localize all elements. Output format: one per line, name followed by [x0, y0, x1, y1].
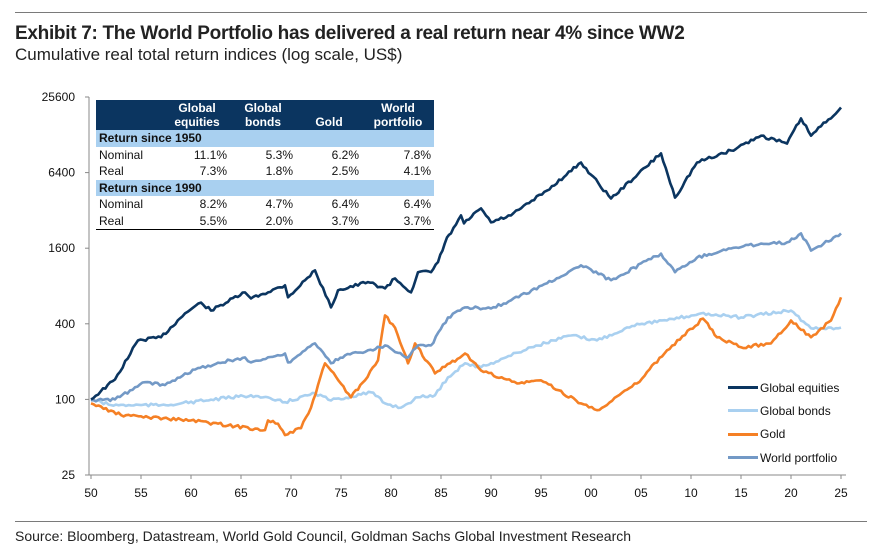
section-row: Return since 1990 [96, 179, 434, 196]
series-line-global-equities [90, 106, 842, 401]
table-row: Real 5.5% 2.0% 3.7% 3.7% [96, 212, 434, 230]
y-tick-label: 6400 [48, 166, 75, 180]
x-tick-label: 75 [334, 486, 348, 500]
legend-swatch [728, 409, 758, 413]
x-tick-label: 10 [684, 486, 698, 500]
cell: 4.1% [403, 164, 431, 178]
series-line-gold [90, 296, 843, 437]
x-tick-label: 25 [834, 486, 848, 500]
legend-item: Global equities [728, 376, 839, 399]
x-tick-label: 65 [234, 486, 248, 500]
legend-label: Global bonds [760, 403, 831, 418]
table-header [96, 100, 164, 130]
row-label: Real [96, 212, 164, 230]
cell: 7.8% [403, 147, 431, 162]
cell: 3.7% [296, 212, 362, 230]
cell: 2.5% [331, 164, 359, 178]
y-tick-label: 1600 [48, 241, 75, 255]
cell: 5.5% [164, 212, 230, 230]
x-tick-label: 60 [184, 486, 198, 500]
table-row: Real 7.3% 1.8% 2.5% 4.1% [96, 163, 434, 180]
section-label: Return since 1990 [96, 179, 434, 196]
bottom-rule [15, 521, 867, 522]
x-tick-label: 70 [284, 486, 298, 500]
chart-legend: Global equities Global bonds Gold World … [728, 376, 839, 469]
cell: 5.3% [265, 147, 293, 162]
series-line-world-portfolio [90, 232, 842, 403]
y-tick-label: 25600 [42, 90, 76, 104]
source-note: Source: Bloomberg, Datastream, World Gol… [15, 528, 632, 544]
x-tick-label: 85 [434, 486, 448, 500]
cell: 6.4% [403, 197, 431, 211]
chart-title: Exhibit 7: The World Portfolio has deliv… [15, 23, 685, 44]
x-tick-label: 50 [84, 486, 98, 500]
returns-table: Global equities Global bonds Gold World … [96, 100, 434, 230]
legend-item: Gold [728, 423, 839, 446]
x-tick-label: 55 [134, 486, 148, 500]
y-tick-label: 100 [55, 392, 75, 406]
cell: 7.3% [199, 164, 227, 178]
top-rule [15, 12, 867, 13]
legend-item: Global bonds [728, 399, 839, 422]
legend-item: World portfolio [728, 446, 839, 469]
cell: 8.2% [199, 197, 227, 211]
section-row: Return since 1950 [96, 130, 434, 147]
legend-label: World portfolio [760, 450, 838, 465]
x-tick-label: 15 [734, 486, 748, 500]
x-tick-label: 90 [484, 486, 498, 500]
table-row: Nominal 8.2% 4.7% 6.4% 6.4% [96, 196, 434, 213]
cell: 1.8% [265, 164, 293, 178]
legend-label: Gold [760, 427, 786, 442]
section-label: Return since 1950 [96, 130, 434, 147]
cell: 11.1% [193, 147, 227, 162]
table-header: Global bonds [230, 100, 296, 130]
table-header-row: Global equities Global bonds Gold World … [96, 100, 434, 130]
table-row: Nominal 11.1% 5.3% 6.2% 7.8% [96, 147, 434, 164]
row-label: Nominal [99, 197, 144, 211]
y-tick-label: 25 [62, 468, 76, 482]
cell: 4.7% [265, 197, 293, 211]
cell: 3.7% [362, 212, 434, 230]
x-tick-label: 20 [784, 486, 798, 500]
x-tick-label: 05 [634, 486, 648, 500]
x-tick-label: 95 [534, 486, 548, 500]
legend-swatch [728, 386, 758, 390]
legend-label: Global equities [760, 380, 840, 395]
table-header: World portfolio [362, 100, 434, 130]
cell: 6.2% [331, 147, 359, 162]
table-header: Global equities [164, 100, 230, 130]
row-label: Real [99, 164, 124, 178]
legend-swatch [728, 456, 758, 460]
table-header: Gold [296, 100, 362, 130]
row-label: Nominal [99, 147, 144, 162]
x-tick-label: 80 [384, 486, 398, 500]
x-tick-label: 00 [584, 486, 598, 500]
legend-swatch [728, 432, 758, 436]
series-line-global-bonds [90, 308, 842, 410]
y-tick-label: 400 [55, 317, 75, 331]
chart-subtitle: Cumulative real total return indices (lo… [15, 45, 403, 64]
cell: 6.4% [331, 197, 359, 211]
cell: 2.0% [230, 212, 296, 230]
